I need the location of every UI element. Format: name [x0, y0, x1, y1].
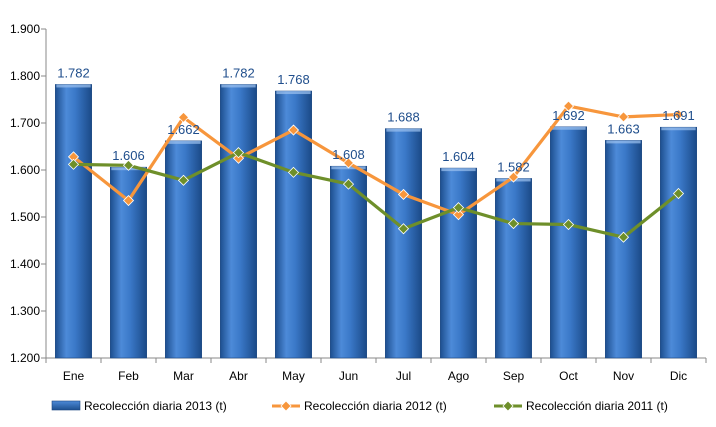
series-point	[177, 174, 190, 186]
bar-highlight	[221, 84, 256, 88]
series-point	[232, 147, 245, 159]
series-point	[122, 159, 135, 171]
series-point	[452, 209, 465, 221]
legend-marker	[502, 400, 514, 412]
bar	[440, 167, 477, 359]
series-point	[287, 166, 300, 178]
data-label: 1.608	[332, 147, 365, 162]
bar-highlight	[551, 126, 586, 130]
series-point	[452, 202, 465, 214]
data-label: 1.688	[387, 110, 420, 125]
bar	[330, 165, 367, 359]
series-point	[507, 171, 520, 183]
legend-marker	[280, 400, 292, 412]
series-point	[672, 187, 685, 200]
y-tick-label: 1.500	[10, 210, 40, 224]
axes: 1.200 1.300 1.400 1.500 1.600 1.700 1.800 1.900…	[10, 22, 707, 383]
series-point	[617, 111, 630, 123]
x-tick-label: Jun	[339, 369, 358, 383]
y-tick-label: 1.800	[10, 69, 40, 83]
data-label: 1.691	[662, 108, 695, 123]
bar-highlight	[441, 168, 476, 172]
x-tick-label: Abr	[229, 369, 248, 383]
data-label: 1.606	[112, 148, 145, 163]
bar	[605, 140, 642, 359]
y-tick-label: 1.900	[10, 22, 40, 36]
y-tick-label: 1.700	[10, 116, 40, 130]
data-label: 1.692	[552, 108, 585, 123]
y-tick-label: 1.200	[10, 351, 40, 365]
bar	[385, 128, 422, 359]
series-line	[73, 151, 680, 239]
y-tick-label: 1.600	[10, 163, 40, 177]
series-point	[177, 111, 190, 123]
x-tick-label: May	[282, 369, 305, 383]
series-point	[562, 218, 575, 231]
x-tick-label: Nov	[613, 369, 634, 383]
x-tick-label: Dic	[670, 369, 687, 383]
bar	[55, 84, 92, 359]
lines	[67, 100, 685, 243]
legend-swatch	[51, 400, 81, 411]
data-label: 1.604	[442, 149, 475, 164]
data-label: 1.782	[222, 65, 255, 80]
series-point	[342, 157, 355, 169]
y-tick-label: 1.400	[10, 257, 40, 271]
series-point	[342, 178, 355, 190]
x-tick-label: Feb	[118, 369, 139, 383]
bars	[55, 84, 697, 359]
bar	[220, 84, 257, 359]
series-point	[562, 100, 575, 112]
legend-label: Recolección diaria 2011 (t)	[526, 399, 668, 413]
data-label: 1.768	[277, 72, 310, 87]
x-tick-label: Sep	[503, 369, 525, 383]
bar	[550, 126, 587, 359]
series-point	[672, 108, 685, 121]
bar	[495, 178, 532, 359]
data-label: 1.782	[57, 65, 90, 80]
series-point	[397, 223, 410, 235]
series-point	[232, 152, 245, 164]
series-point	[122, 194, 135, 207]
series-point	[617, 231, 630, 243]
data-labels: 1.782 1.606 1.662 1.782 1.768 1.608 1.688 1.604…	[57, 65, 695, 174]
data-label: 1.663	[607, 121, 640, 136]
bar-highlight	[56, 84, 91, 88]
x-tick-label: Ene	[63, 369, 85, 383]
data-label: 1.582	[497, 159, 530, 174]
legend: Recolección diaria 2013 (t) Recolección d…	[51, 399, 668, 413]
series-point	[507, 218, 520, 230]
y-tick-label: 1.300	[10, 304, 40, 318]
bar-highlight	[276, 91, 311, 95]
data-label: 1.662	[167, 122, 200, 137]
series-point	[287, 124, 300, 136]
bar	[660, 126, 697, 359]
bar-highlight	[661, 127, 696, 131]
bar-highlight	[606, 140, 641, 144]
x-tick-label: Mar	[173, 369, 194, 383]
legend-label: Recolección diaria 2012 (t)	[304, 399, 447, 413]
x-tick-label: Oct	[559, 369, 578, 383]
series-line	[72, 104, 679, 217]
series-point	[397, 188, 410, 201]
bar-highlight	[386, 128, 421, 132]
bar-highlight	[166, 140, 201, 144]
legend-label: Recolección diaria 2013 (t)	[84, 399, 227, 413]
x-tick-label: Ago	[448, 369, 470, 383]
series-point	[67, 158, 80, 170]
x-tick-label: Jul	[396, 369, 411, 383]
